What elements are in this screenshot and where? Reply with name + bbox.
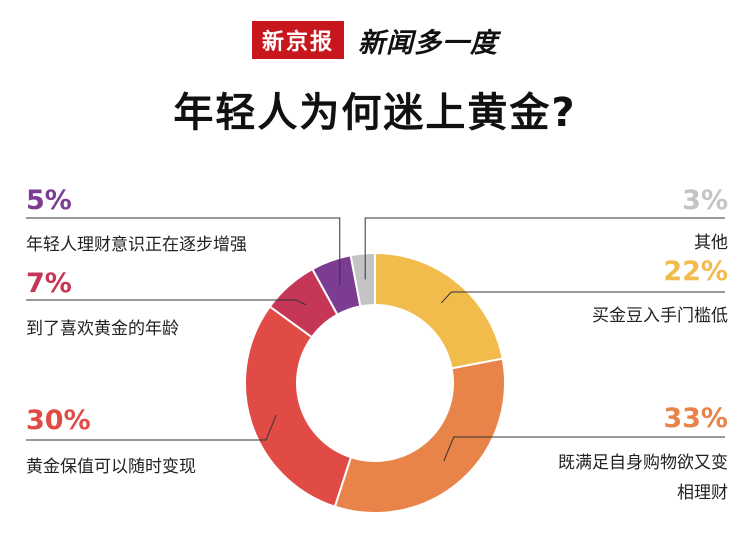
donut-slice-6 [349, 251, 376, 308]
brand-header: 新京报 新闻多一度 [0, 21, 750, 59]
slice-value-1: 22% [663, 256, 728, 287]
leader-line-1 [440, 291, 725, 304]
slice-label-5: 年轻人理财意识正在逐步增强 [26, 235, 247, 255]
slice-value-5: 5% [26, 185, 72, 216]
leader-line-2 [443, 436, 725, 462]
slice-label-1: 买金豆入手门槛低 [592, 306, 728, 326]
slice-value-3: 30% [26, 405, 91, 436]
slice-label-6: 其他 [694, 233, 728, 253]
slice-label-4: 到了喜欢黄金的年龄 [26, 319, 179, 339]
slice-label-3: 黄金保值可以随时变现 [26, 457, 196, 477]
slice-value-2: 33% [663, 403, 728, 434]
leader-line-3 [26, 414, 277, 441]
slice-value-6: 3% [682, 185, 728, 216]
chart-title: 年轻人为何迷上黄金? [173, 90, 577, 136]
leader-line-5 [26, 217, 341, 286]
slice-label-2: 既满足自身购物欲又变相理财 [558, 453, 728, 503]
column-name: 新闻多一度 [358, 27, 498, 59]
donut-slice-1 [374, 251, 504, 370]
donut-slice-3 [244, 305, 353, 508]
donut-slice-2 [333, 357, 506, 514]
brand-logo: 新京报 [251, 21, 344, 59]
leader-line-4 [26, 299, 307, 306]
leader-line-6 [364, 217, 725, 280]
slice-value-4: 7% [26, 268, 72, 299]
